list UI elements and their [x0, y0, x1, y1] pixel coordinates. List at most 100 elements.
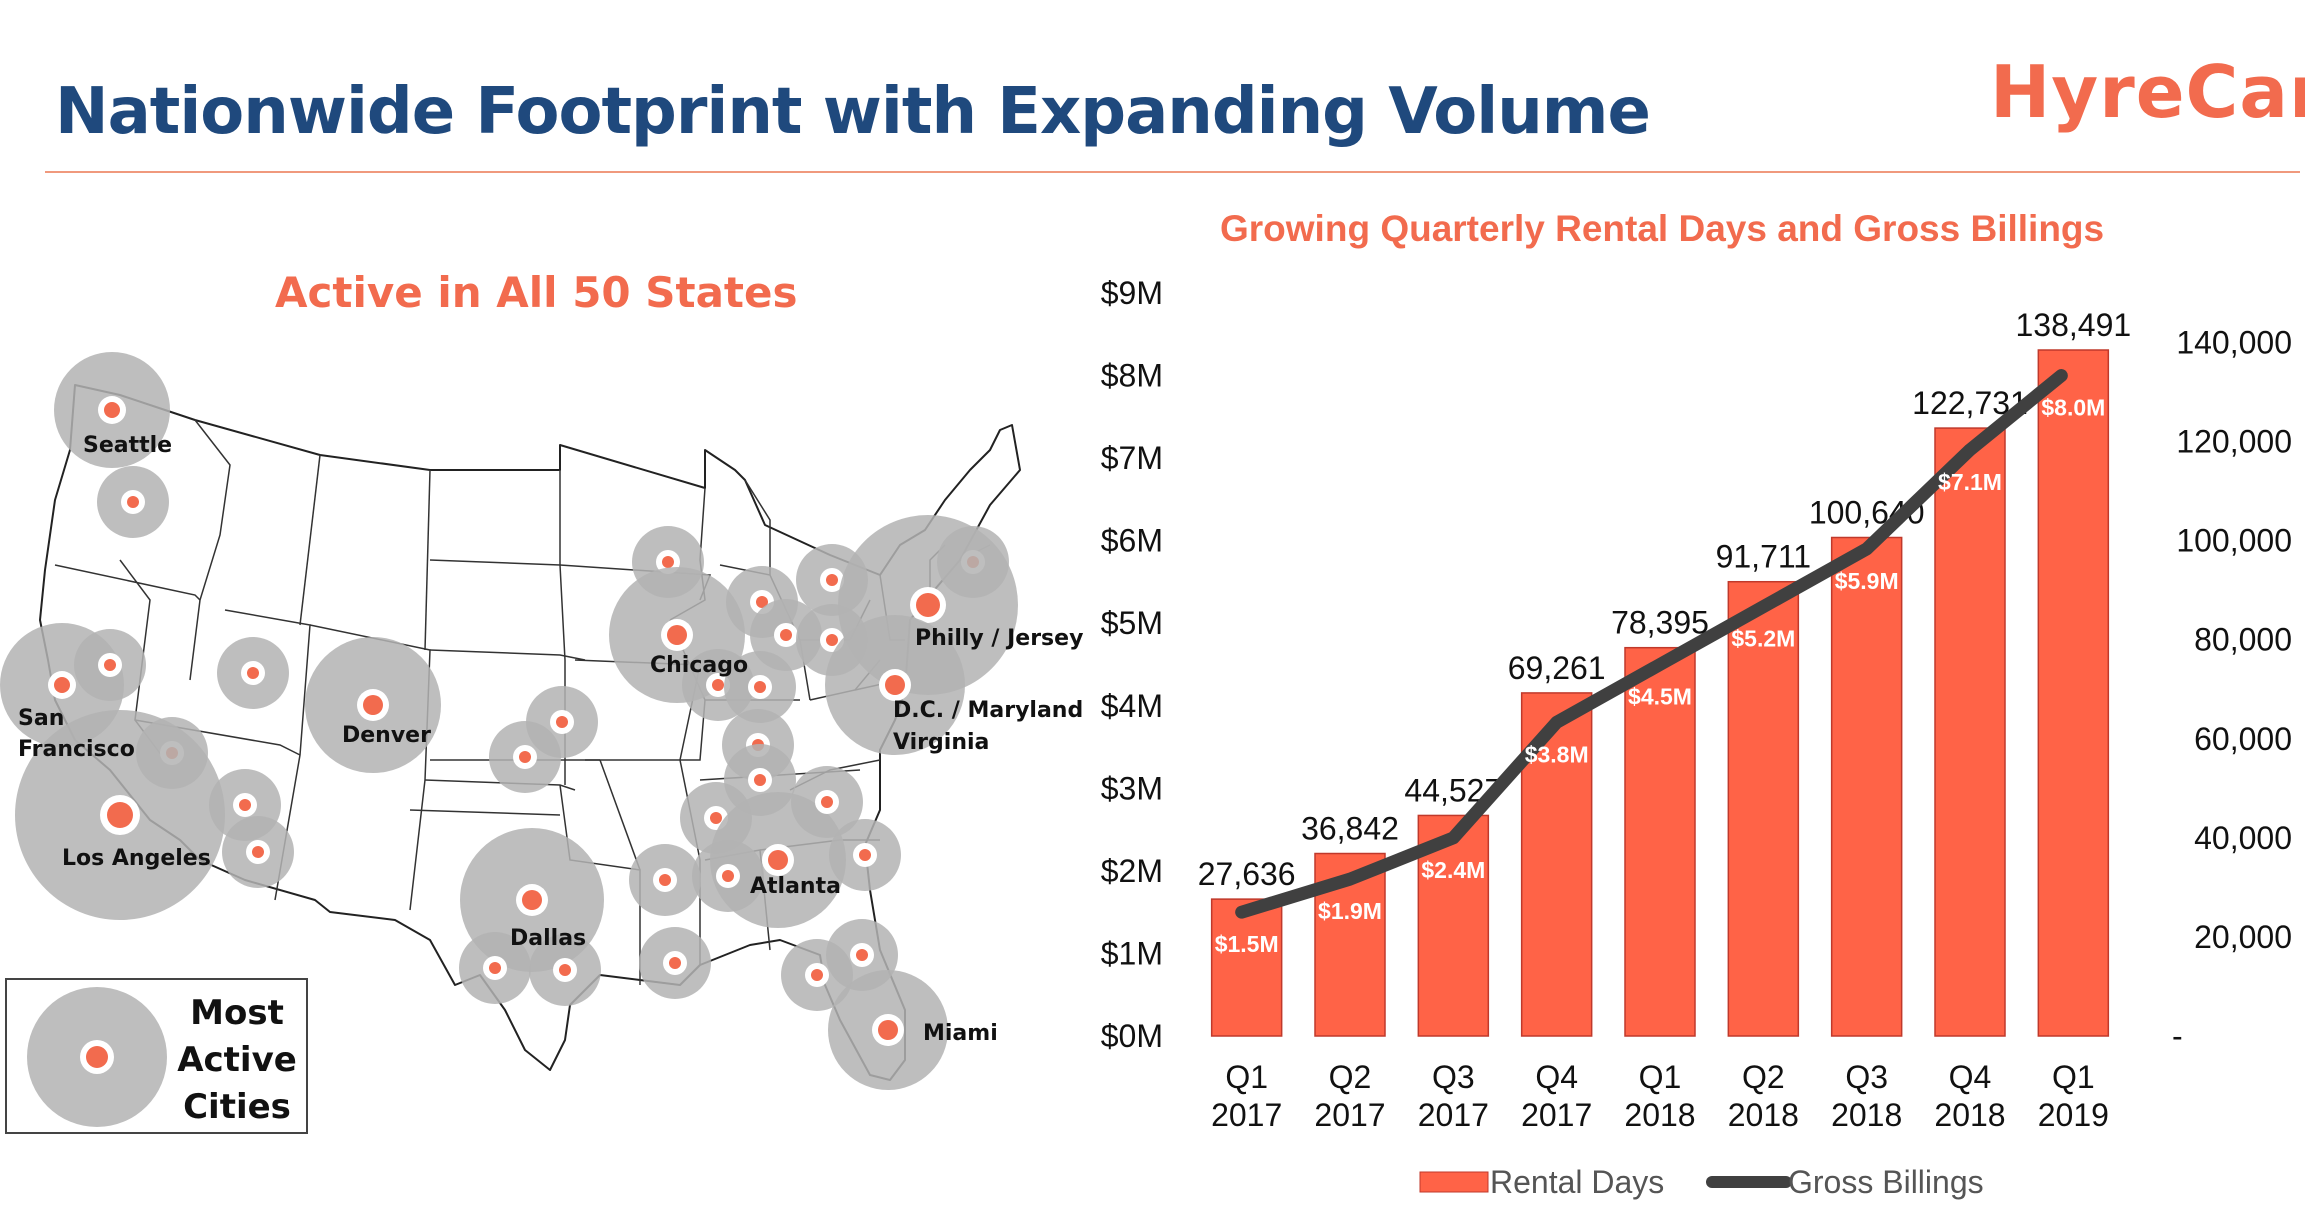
city-markers [0, 352, 1018, 1090]
bar-value-label: 138,491 [2015, 307, 2131, 343]
header-divider [45, 171, 2300, 173]
right-tick-label: 100,000 [2176, 523, 2292, 559]
right-tick-label: - [2172, 1018, 2183, 1054]
bar-rental-days [1934, 427, 2006, 1037]
billing-value-label: $5.9M [1835, 568, 1899, 594]
x-tick-year: 2019 [2038, 1097, 2109, 1133]
x-tick-quarter: Q1 [1225, 1059, 1268, 1095]
city-circle-houston [529, 934, 601, 1006]
left-tick-label: $8M [1101, 358, 1163, 394]
x-tick-year: 2017 [1521, 1097, 1592, 1133]
city-circle-salt-lake [217, 637, 289, 709]
x-tick-quarter: Q2 [1742, 1059, 1785, 1095]
right-tick-label: 20,000 [2194, 919, 2292, 955]
bar-rental-days [1314, 852, 1386, 1037]
label-virginia: Virginia [893, 730, 989, 755]
label-denver: Denver [342, 723, 431, 748]
city-circle-dc [825, 615, 965, 755]
label-miami: Miami [923, 1021, 998, 1046]
left-tick-label: $3M [1101, 770, 1163, 806]
us-map: Seattle San Francisco Los Angeles Denver… [0, 352, 1083, 1090]
label-dallas: Dallas [510, 926, 586, 951]
city-circle-seattle [54, 352, 170, 468]
x-tick-quarter: Q3 [1845, 1059, 1888, 1095]
bar-value-label: 91,711 [1716, 539, 1812, 575]
billing-value-label: $2.4M [1421, 857, 1485, 883]
legend-swatch-rental-days [1419, 1171, 1489, 1193]
billing-value-label: $5.2M [1731, 626, 1795, 652]
bar-value-label: 36,842 [1301, 811, 1399, 847]
left-tick-label: $0M [1101, 1018, 1163, 1054]
legend-label-gross-billings: Gross Billings [1788, 1164, 1984, 1200]
x-tick-quarter: Q3 [1432, 1059, 1475, 1095]
bar-rental-days [1210, 898, 1283, 1037]
city-circle-denver [305, 637, 441, 773]
legend-label-rental-days: Rental Days [1490, 1164, 1664, 1200]
legend-label: Most Active Cities [167, 990, 307, 1131]
chart-legend: Rental Days Gross Billings [1419, 1164, 1984, 1200]
label-los-angeles: Los Angeles [62, 846, 211, 871]
city-circle-los-angeles [15, 710, 225, 920]
label-san-francisco-line1: San [18, 706, 64, 731]
bar-value-label: 100,640 [1809, 494, 1925, 530]
right-tick-label: 60,000 [2194, 721, 2292, 757]
x-tick-year: 2018 [1728, 1097, 1799, 1133]
city-circle-memphis [629, 844, 701, 916]
bar-rental-days [1830, 536, 1903, 1037]
right-tick-label: 120,000 [2176, 424, 2292, 460]
line-series-gross-billings: $1.5M $1.9M $2.4M $3.8M $4.5M $5.2M $5.9M $7.1M… [1215, 369, 2105, 957]
bar-rental-days [2037, 349, 2110, 1037]
x-tick-quarter: Q4 [1535, 1059, 1578, 1095]
map-title: Active in All 50 States [275, 268, 798, 317]
city-circle-tucson [222, 816, 294, 888]
billing-value-label: $4.5M [1628, 684, 1692, 710]
right-tick-label: 80,000 [2194, 622, 2292, 658]
city-circle-miami [828, 970, 948, 1090]
city-circle-tampa [781, 939, 853, 1011]
billing-value-label: $1.9M [1318, 898, 1382, 924]
left-tick-label: $7M [1101, 440, 1163, 476]
billing-value-label: $1.5M [1215, 931, 1279, 957]
billing-value-label: $3.8M [1525, 741, 1589, 767]
map-legend: Most Active Cities [5, 978, 308, 1134]
x-tick-year: 2018 [1934, 1097, 2005, 1133]
x-tick-year: 2017 [1211, 1097, 1282, 1133]
legend-line-cities: Cities [183, 1087, 291, 1127]
bar-rental-days [1520, 692, 1593, 1037]
x-tick-year: 2017 [1418, 1097, 1489, 1133]
legend-circle-icon [27, 987, 167, 1127]
city-circle-new-orleans [639, 927, 711, 999]
left-tick-label: $1M [1101, 935, 1163, 971]
x-tick-quarter: Q1 [2052, 1059, 2095, 1095]
city-circle-austin [459, 932, 531, 1004]
billing-value-label: $7.1M [1938, 469, 2002, 495]
x-tick-quarter: Q4 [1949, 1059, 1992, 1095]
bar-value-label: 44,527 [1404, 772, 1502, 808]
left-tick-label: $5M [1101, 605, 1163, 641]
bar-value-label: 69,261 [1508, 650, 1606, 686]
city-circle-columbus [724, 651, 796, 723]
right-axis: - 20,000 40,000 60,000 80,000 100,000 120,000 1… [2172, 325, 2292, 1054]
legend-line-active: Active [177, 1040, 297, 1080]
label-san-francisco-line2: Francisco [18, 737, 135, 762]
line-gross-billings [1235, 369, 2068, 919]
hyrecar-logo: HyreCar [1990, 50, 2305, 134]
billing-value-label: $8.0M [2041, 395, 2105, 421]
x-tick-year: 2018 [1624, 1097, 1695, 1133]
city-circle-portland [97, 466, 169, 538]
city-circle-charlotte [791, 766, 863, 838]
label-seattle: Seattle [83, 433, 172, 458]
label-philly-jersey: Philly / Jersey [915, 626, 1083, 651]
left-tick-label: $6M [1101, 523, 1163, 559]
bar-rental-days [1417, 814, 1490, 1037]
bar-rental-days [1624, 646, 1696, 1037]
page-title: Nationwide Footprint with Expanding Volu… [55, 75, 1651, 149]
right-tick-label: 40,000 [2194, 820, 2292, 856]
left-tick-label: $9M [1101, 275, 1163, 311]
left-tick-label: $2M [1101, 853, 1163, 889]
city-circle-st-louis [526, 686, 598, 758]
left-axis: $0M $1M $2M $3M $4M $5M $6M $7M $8M $9M [1101, 275, 1163, 1054]
bar-value-label: 122,731 [1912, 385, 2028, 421]
city-circle-charleston [829, 819, 901, 891]
